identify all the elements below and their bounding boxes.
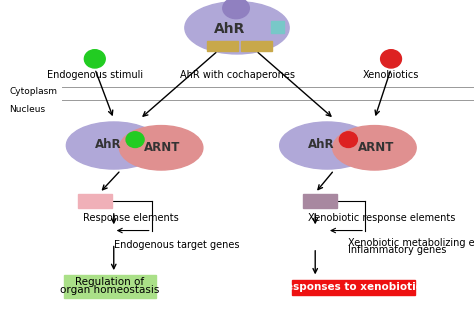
Text: Endogenous stimuli: Endogenous stimuli bbox=[47, 70, 143, 80]
Ellipse shape bbox=[66, 122, 161, 169]
Ellipse shape bbox=[280, 122, 374, 169]
Text: Inflammatory genes: Inflammatory genes bbox=[348, 245, 447, 255]
Text: AhR: AhR bbox=[95, 138, 121, 151]
Ellipse shape bbox=[223, 0, 249, 19]
Text: Xenobiotics: Xenobiotics bbox=[363, 70, 419, 80]
Text: AhR: AhR bbox=[308, 138, 335, 151]
Ellipse shape bbox=[333, 126, 416, 170]
Bar bbox=[207, 41, 238, 51]
Text: ARNT: ARNT bbox=[358, 141, 394, 154]
Text: Responses to xenobiotics: Responses to xenobiotics bbox=[278, 283, 428, 292]
Text: Cytoplasm: Cytoplasm bbox=[9, 87, 57, 96]
Ellipse shape bbox=[119, 126, 203, 170]
Ellipse shape bbox=[126, 132, 144, 147]
Text: Xenobiotic metabolizing enzymes: Xenobiotic metabolizing enzymes bbox=[348, 238, 474, 248]
Bar bbox=[271, 21, 284, 33]
Bar bbox=[78, 194, 112, 208]
Ellipse shape bbox=[339, 132, 357, 147]
Text: AhR with cochaperones: AhR with cochaperones bbox=[180, 70, 294, 80]
Text: Response elements: Response elements bbox=[83, 213, 179, 223]
Text: Regulation of: Regulation of bbox=[75, 277, 145, 287]
Text: AhR: AhR bbox=[214, 23, 246, 36]
Bar bbox=[64, 275, 156, 298]
Text: Xenobiotic response elements: Xenobiotic response elements bbox=[308, 213, 456, 223]
Text: Nucleus: Nucleus bbox=[9, 105, 46, 114]
Bar bbox=[241, 41, 272, 51]
Text: ARNT: ARNT bbox=[145, 141, 181, 154]
Bar bbox=[292, 280, 415, 295]
Text: organ homeostasis: organ homeostasis bbox=[60, 285, 160, 295]
Text: Endogenous target genes: Endogenous target genes bbox=[114, 240, 239, 250]
Ellipse shape bbox=[84, 50, 105, 68]
Ellipse shape bbox=[185, 2, 289, 54]
Bar bbox=[303, 194, 337, 208]
Ellipse shape bbox=[381, 50, 401, 68]
